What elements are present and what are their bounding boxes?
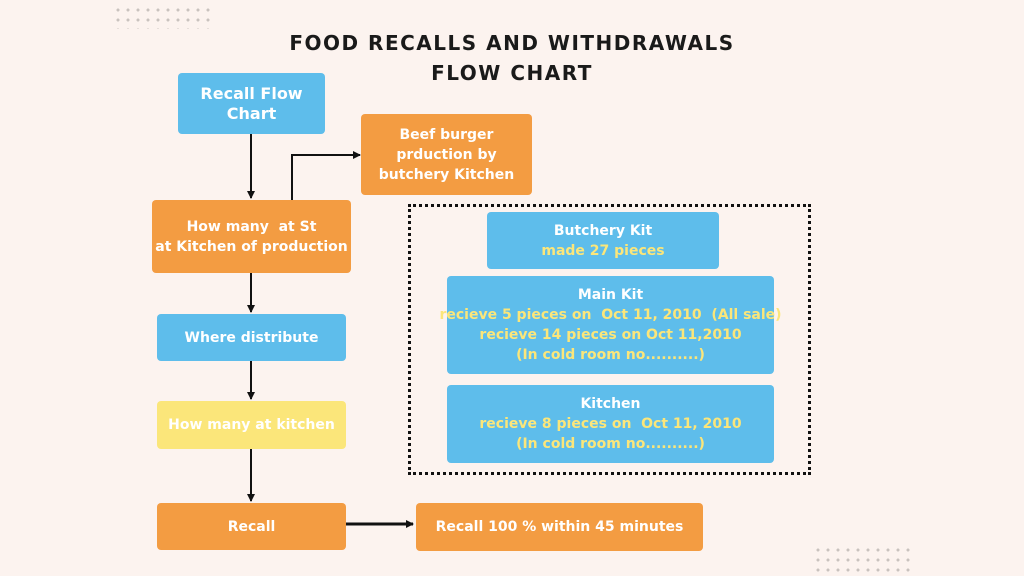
how-many-st-line-2: at Kitchen of production <box>155 238 348 255</box>
main-kit-line-3: (In cold room no..........) <box>516 347 705 363</box>
where-distribute-box: Where distribute <box>157 314 346 361</box>
distribution-group-border <box>408 204 811 475</box>
decorative-dots-top-left <box>113 5 213 29</box>
how-many-at-kitchen-label: How many at kitchen <box>168 417 335 433</box>
beef-burger-line-3: butchery Kitchen <box>378 166 515 183</box>
how-many-st-line-1: How many at St <box>186 218 317 235</box>
recall-box: Recall <box>157 503 346 550</box>
main-kit-line-1: recieve 5 pieces on Oct 11, 2010 (All sa… <box>439 307 782 323</box>
butchery-kit-title: Butchery Kit <box>553 222 653 239</box>
title-line-1: FOOD RECALLS AND WITHDRAWALS <box>289 31 735 55</box>
where-distribute-label: Where distribute <box>184 329 319 346</box>
decorative-dots-bottom-right <box>813 545 913 576</box>
arrow-how-many-st-to-beef-burger <box>291 151 361 200</box>
kitchen-line-2: (In cold room no..........) <box>516 436 705 452</box>
main-kit-line-2: recieve 14 pieces on Oct 11,2010 <box>479 327 742 343</box>
beef-burger-production-box: Beef burger prduction by butchery Kitche… <box>361 114 532 195</box>
butchery-kit-box: Butchery Kit made 27 pieces <box>487 212 719 269</box>
recall-result-label: Recall 100 % within 45 minutes <box>435 519 684 535</box>
butchery-kit-line-1: made 27 pieces <box>541 242 665 259</box>
page-title: FOOD RECALLS AND WITHDRAWALS FLOW CHART <box>0 28 1024 88</box>
kitchen-title: Kitchen <box>580 396 641 412</box>
beef-burger-line-2: prduction by <box>396 146 497 163</box>
how-many-at-kitchen-box: How many at kitchen <box>157 401 346 449</box>
title-line-2: FLOW CHART <box>431 61 593 85</box>
kitchen-box: Kitchen recieve 8 pieces on Oct 11, 2010… <box>447 385 774 463</box>
recall-flow-chart-line-1: Recall Flow <box>200 83 303 103</box>
recall-label: Recall <box>227 518 276 535</box>
beef-burger-line-1: Beef burger <box>399 126 494 143</box>
how-many-at-st-box: How many at St at Kitchen of production <box>152 200 351 273</box>
recall-result-box: Recall 100 % within 45 minutes <box>416 503 703 551</box>
recall-flow-chart-line-2: Chart <box>226 103 277 123</box>
main-kit-title: Main Kit <box>577 287 644 303</box>
kitchen-line-1: recieve 8 pieces on Oct 11, 2010 <box>479 416 742 432</box>
recall-flow-chart-box: Recall Flow Chart <box>178 73 325 134</box>
main-kit-box: Main Kit recieve 5 pieces on Oct 11, 201… <box>439 276 782 374</box>
